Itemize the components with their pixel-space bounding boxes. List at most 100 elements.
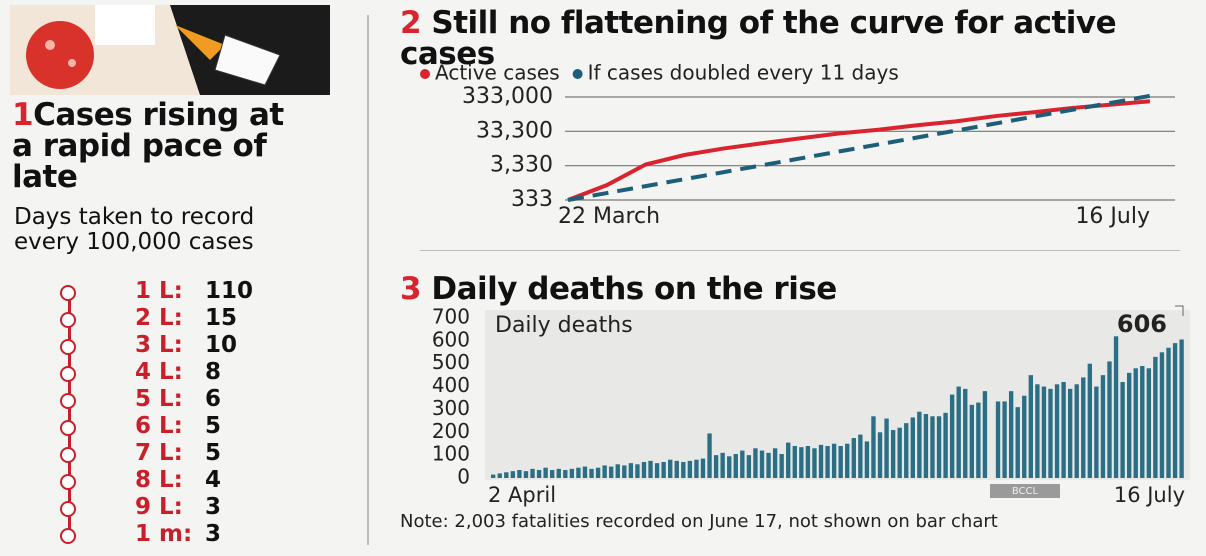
bar <box>681 462 686 478</box>
bar <box>1054 384 1060 478</box>
bar <box>877 432 883 478</box>
bar <box>720 452 725 478</box>
bar <box>1028 375 1033 478</box>
bar <box>792 446 797 478</box>
milestone-row: 1 m: 3 <box>10 521 340 548</box>
bar <box>661 462 666 478</box>
y-tick-label: 500 <box>432 350 470 374</box>
illustration <box>10 5 330 95</box>
bar <box>1048 388 1053 478</box>
x-tick-label: 16 July <box>1075 204 1150 229</box>
panel-subtitle: Days taken to record every 100,000 cases <box>14 204 255 255</box>
bar <box>1166 347 1171 478</box>
bar <box>1140 366 1145 478</box>
milestone-row: 7 L: 5 <box>10 440 340 467</box>
milestone-dot <box>60 393 76 409</box>
bar <box>1133 368 1138 478</box>
bar <box>1113 336 1119 478</box>
bar <box>825 446 830 478</box>
bar <box>733 454 738 478</box>
milestone-value: 3 <box>205 494 222 520</box>
bar <box>884 418 889 478</box>
milestone-row: 6 L: 5 <box>10 413 340 440</box>
y-tick-label: 333,000 <box>462 84 553 109</box>
bar <box>1061 382 1066 478</box>
milestone-label: 4 L: <box>135 359 183 385</box>
bar <box>510 471 516 478</box>
bar <box>786 442 791 478</box>
bar <box>930 416 935 478</box>
bar <box>1094 386 1099 478</box>
bar <box>799 447 804 478</box>
bar <box>851 438 856 478</box>
milestone-value: 3 <box>205 521 222 547</box>
bar <box>910 417 915 478</box>
bar-chart: Daily deaths 606 BCCL 010020030040050060… <box>432 305 1190 507</box>
bar <box>1120 382 1125 478</box>
milestone-label: 3 L: <box>135 332 183 358</box>
separator <box>420 250 1180 251</box>
bar <box>635 464 640 478</box>
bar <box>1015 407 1020 478</box>
bar <box>1041 386 1047 478</box>
bracket <box>1175 305 1184 316</box>
bar <box>1087 363 1093 478</box>
milestone-dot <box>60 312 76 328</box>
x-tick-label: 16 July <box>1114 483 1185 507</box>
bar <box>845 443 850 478</box>
bar <box>890 430 896 478</box>
bar <box>1172 343 1178 478</box>
bar <box>831 443 837 478</box>
x-tick-label: 2 April <box>488 483 556 507</box>
panel-number: 1 <box>12 97 34 133</box>
milestone-dot <box>60 447 76 463</box>
bar <box>766 452 771 478</box>
milestone-value: 8 <box>205 359 222 385</box>
bar <box>536 470 542 478</box>
bar <box>582 466 588 478</box>
milestone-value: 110 <box>205 278 254 304</box>
bar <box>589 468 594 478</box>
bar <box>871 416 876 478</box>
bar <box>674 460 679 478</box>
milestone-row: 1 L: 110 <box>10 278 340 305</box>
legend-marker <box>572 69 583 79</box>
milestone-dot <box>60 366 76 382</box>
milestone-row: 2 L: 15 <box>10 305 340 332</box>
milestone-dot <box>60 285 76 301</box>
milestone-dot <box>60 339 76 355</box>
bar <box>628 463 634 478</box>
chart-title: 2 Still no flattening of the curve for a… <box>400 8 1160 70</box>
data-label: 606 <box>1117 310 1167 338</box>
bar <box>969 404 974 478</box>
bar <box>1100 375 1106 478</box>
bar <box>648 460 653 478</box>
chart-title-text: Daily deaths on the rise <box>431 271 837 307</box>
y-tick-label: 400 <box>432 373 470 397</box>
milestone-value: 15 <box>205 305 238 331</box>
chart-title-text: Still no flattening of the curve for act… <box>400 5 1117 72</box>
bar <box>923 414 929 478</box>
bar <box>517 470 522 478</box>
milestone-label: 1 m: <box>135 521 193 547</box>
x-tick-label: 22 March <box>558 204 660 229</box>
milestone-value: 4 <box>205 467 222 493</box>
bar <box>818 444 824 478</box>
legend-marker <box>420 69 430 79</box>
y-tick-label: 333 <box>511 187 553 212</box>
watermark-box <box>990 484 1060 498</box>
y-tick-label: 300 <box>432 396 470 420</box>
milestone-label: 2 L: <box>135 305 183 331</box>
bar <box>550 470 555 478</box>
bar <box>1074 384 1079 478</box>
bar <box>569 468 575 478</box>
y-axis-label: Daily deaths <box>495 313 633 338</box>
bar <box>727 456 732 478</box>
bar <box>904 423 909 478</box>
bar <box>772 448 778 478</box>
legend-label: Active cases <box>435 61 560 85</box>
y-tick-label: 700 <box>432 305 470 329</box>
bar <box>694 459 699 478</box>
plot-background <box>485 310 1190 480</box>
bar <box>1081 377 1086 478</box>
